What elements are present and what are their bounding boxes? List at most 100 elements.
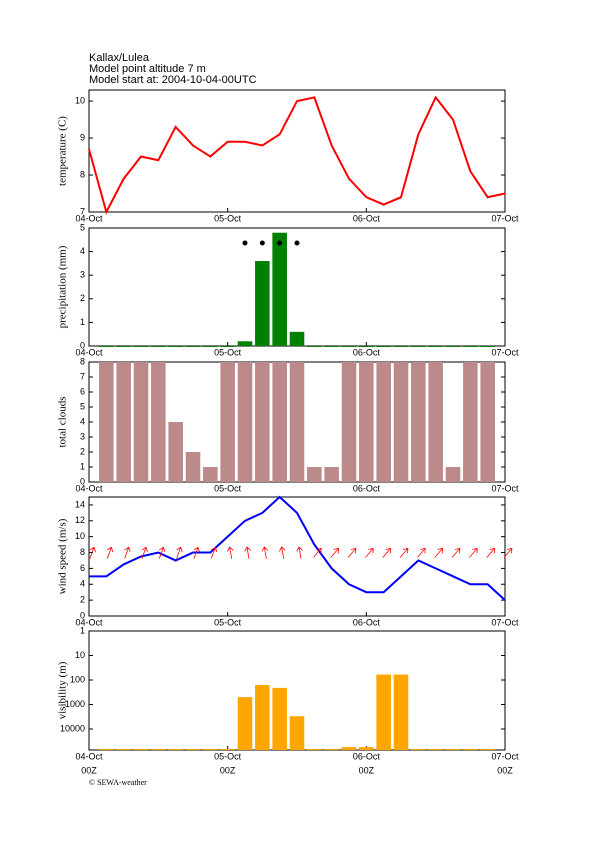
y-tick-label: 10000 — [60, 723, 85, 733]
bar — [237, 341, 253, 346]
y-tick-label: 3 — [80, 431, 85, 441]
y-tick-label: 8 — [80, 169, 85, 179]
y-tick-label: 6 — [80, 563, 85, 573]
bar — [185, 346, 201, 347]
y-axis-label: visibility (m) — [57, 661, 69, 719]
y-tick-label: 0 — [80, 340, 85, 350]
bar — [133, 748, 149, 750]
x-tick-label: 04-Oct — [75, 483, 103, 493]
y-tick-label: 2 — [80, 446, 85, 456]
bar — [220, 362, 235, 482]
y-axis-label: precipitation (mm) — [57, 245, 69, 328]
wind-arrow — [365, 547, 374, 558]
y-tick-label: 2 — [80, 595, 85, 605]
y-tick-label: 3 — [80, 270, 85, 280]
bar — [341, 346, 357, 347]
bar — [99, 362, 114, 482]
x-tick-label: 06-Oct — [353, 617, 381, 627]
wind-arrow — [106, 546, 114, 559]
y-tick-label: 8 — [80, 356, 85, 366]
wind-arrow — [89, 546, 96, 559]
bar — [255, 261, 270, 346]
bar — [220, 748, 235, 750]
x-tick-sublabel: 00Z — [81, 765, 97, 775]
bar — [203, 748, 218, 750]
x-tick-sublabel: 00Z — [359, 765, 375, 775]
x-tick-label: 06-Oct — [353, 347, 381, 357]
bar — [272, 362, 287, 482]
bar — [428, 748, 443, 750]
wind-arrow — [244, 546, 251, 559]
bar — [445, 748, 461, 750]
y-tick-label: 10 — [75, 650, 85, 660]
y-tick-label: 10 — [75, 531, 85, 541]
y-tick-label: 5 — [80, 222, 85, 232]
x-tick-label: 07-Oct — [491, 617, 519, 627]
wind-arrow — [124, 546, 131, 559]
precip-symbol — [242, 240, 248, 246]
x-tick-label: 07-Oct — [491, 213, 519, 223]
x-tick-label: 05-Oct — [214, 617, 242, 627]
precip-symbol — [259, 240, 265, 246]
y-tick-label: 1 — [80, 317, 85, 327]
footer: © SEWA-weather — [89, 778, 147, 787]
bar — [255, 684, 270, 750]
bar — [255, 362, 270, 482]
y-tick-label: 8 — [80, 547, 85, 557]
bar — [151, 346, 166, 347]
bar — [203, 467, 218, 482]
wind-arrow — [313, 547, 322, 558]
x-tick-sublabel: 00Z — [220, 765, 236, 775]
bar — [324, 467, 339, 482]
wind-arrow — [210, 546, 218, 559]
wind-arrow — [176, 546, 183, 559]
y-tick-label: 7 — [80, 206, 85, 216]
x-tick-label: 04-Oct — [75, 617, 103, 627]
y-tick-label: 0 — [80, 610, 85, 620]
bar — [168, 422, 183, 482]
bar — [237, 697, 253, 750]
x-tick-sublabel: 00Z — [497, 765, 513, 775]
bar — [393, 346, 409, 347]
bar — [341, 362, 357, 482]
wind-arrow — [158, 546, 166, 559]
x-tick-label: 07-Oct — [491, 347, 519, 357]
wind-arrow — [486, 547, 495, 558]
wind-arrow — [382, 547, 391, 558]
altitude: Model point altitude 7 m — [89, 63, 206, 75]
bar — [116, 346, 131, 347]
wind-arrow — [503, 547, 513, 558]
bar — [151, 362, 166, 482]
location: Kallax/Lulea — [89, 52, 150, 64]
bar — [463, 362, 478, 482]
y-tick-label: 100 — [70, 674, 85, 684]
wind-arrow — [469, 547, 478, 558]
y-tick-label: 10 — [75, 95, 85, 105]
bar — [203, 346, 218, 347]
x-tick-label: 06-Oct — [353, 213, 381, 223]
y-axis-label: total clouds — [57, 396, 69, 447]
x-tick-label: 04-Oct — [75, 751, 103, 761]
bar — [428, 346, 443, 347]
bar — [168, 748, 183, 750]
bar — [428, 362, 443, 482]
bar — [411, 362, 426, 482]
bar — [307, 346, 322, 347]
y-tick-label: 9 — [80, 132, 85, 142]
bar — [480, 362, 495, 482]
bar — [133, 346, 149, 347]
x-tick-label: 05-Oct — [214, 483, 242, 493]
y-tick-label: 7 — [80, 371, 85, 381]
x-tick-label: 07-Oct — [491, 483, 519, 493]
wind-arrow — [451, 547, 461, 558]
y-tick-label: 12 — [75, 515, 85, 525]
bar — [185, 452, 201, 482]
y-axis-label: wind speed (m/s) — [57, 518, 69, 594]
bar — [376, 346, 391, 347]
bar — [393, 362, 409, 482]
bar — [463, 346, 478, 347]
wind-arrow — [434, 547, 443, 558]
y-tick-label: 5 — [80, 401, 85, 411]
x-tick-label: 04-Oct — [75, 347, 103, 357]
